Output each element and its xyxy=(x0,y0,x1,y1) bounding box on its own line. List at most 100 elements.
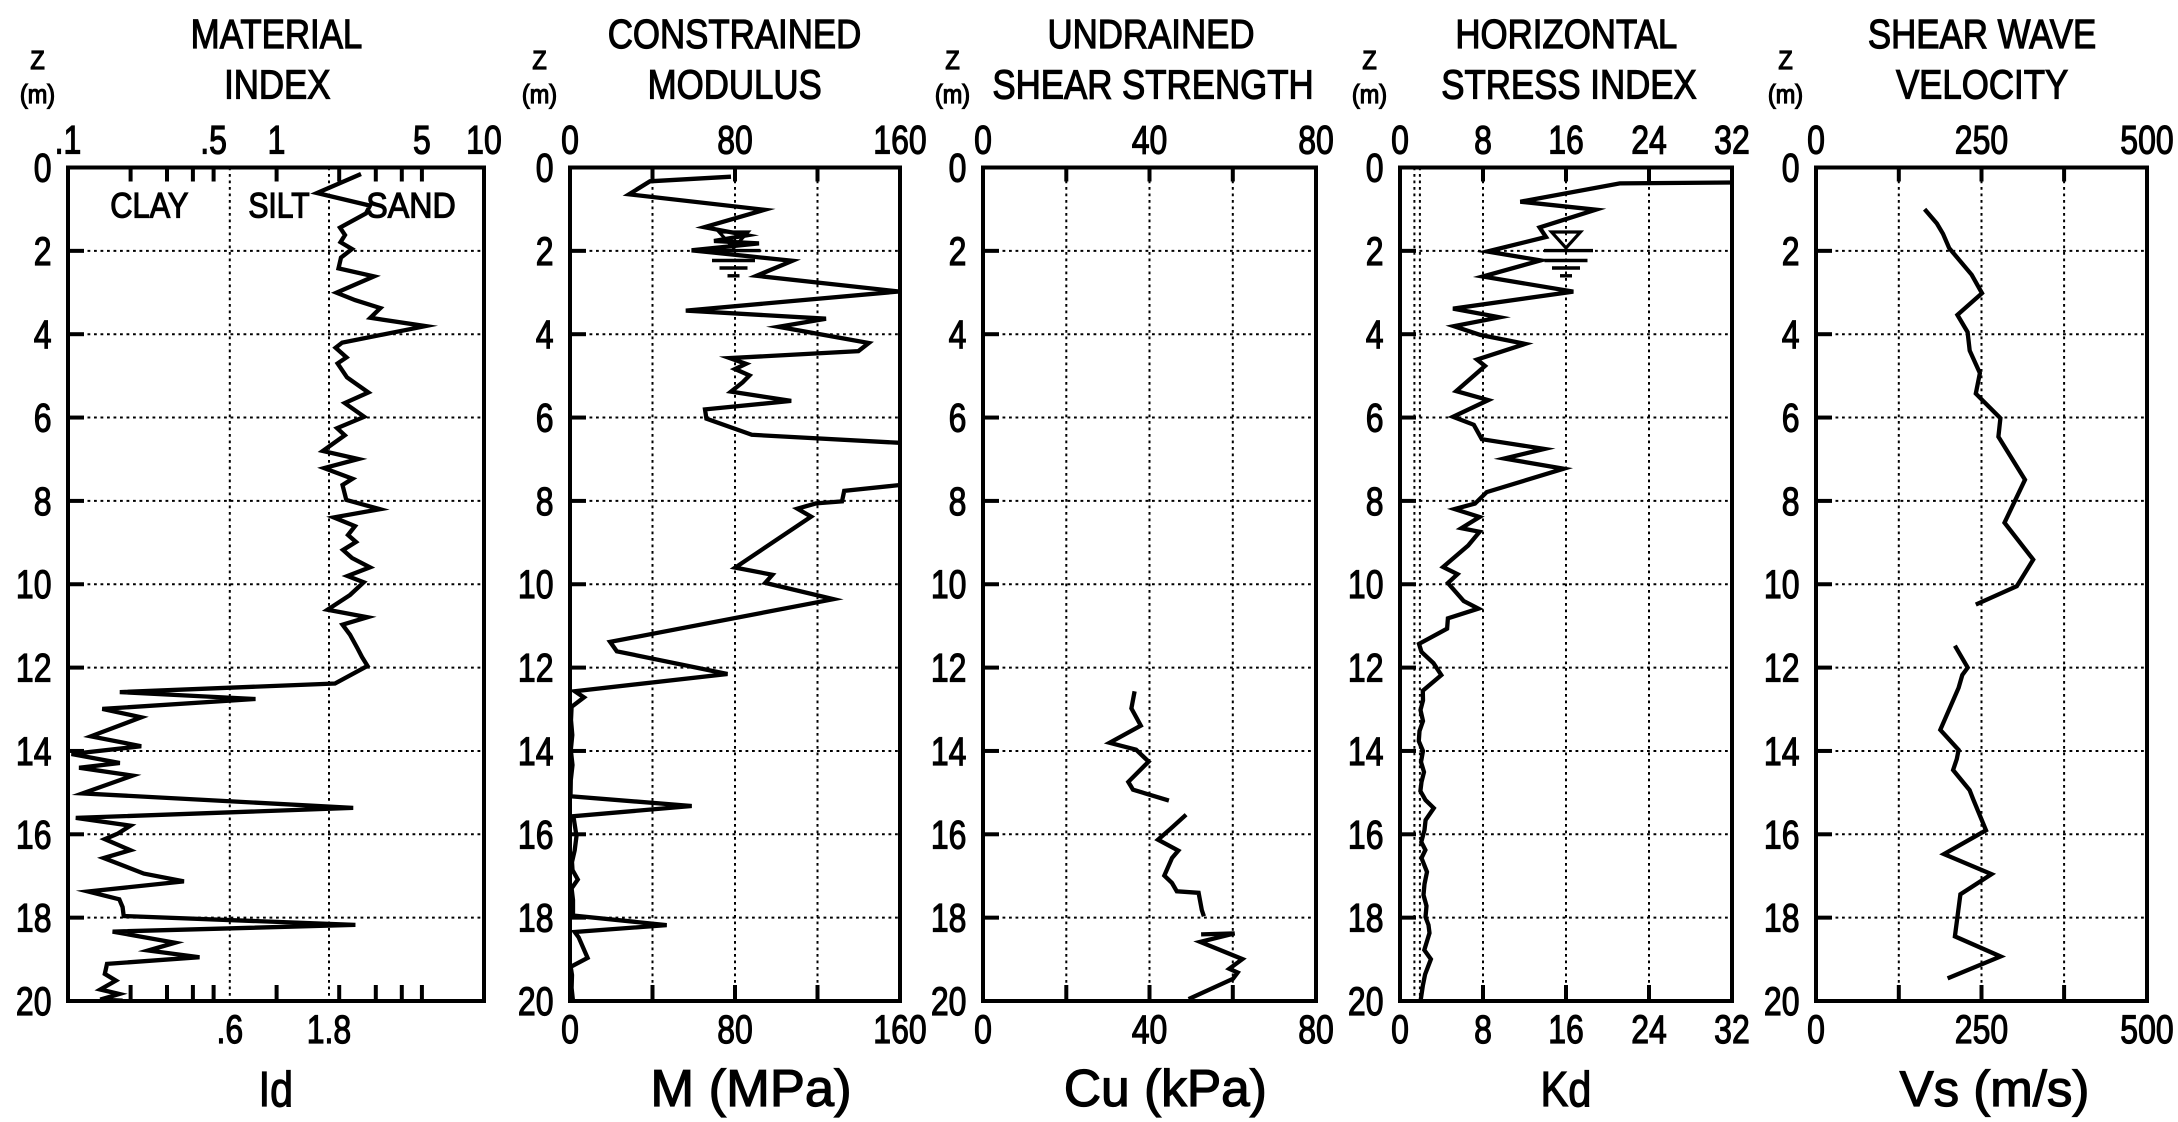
svg-text:SHEAR WAVE: SHEAR WAVE xyxy=(1868,12,2096,57)
svg-text:8: 8 xyxy=(1366,478,1384,523)
svg-text:MATERIAL: MATERIAL xyxy=(191,12,363,57)
svg-text:80: 80 xyxy=(717,1007,753,1052)
svg-text:8: 8 xyxy=(1474,1007,1492,1052)
svg-text:20: 20 xyxy=(1348,979,1384,1024)
svg-text:0: 0 xyxy=(1391,1007,1409,1052)
svg-text:6: 6 xyxy=(949,395,967,440)
svg-text:4: 4 xyxy=(949,312,967,357)
svg-text:500: 500 xyxy=(2120,1007,2173,1052)
svg-text:Id: Id xyxy=(259,1062,293,1117)
svg-text:12: 12 xyxy=(16,645,52,690)
svg-text:250: 250 xyxy=(1955,1007,2008,1052)
svg-text:14: 14 xyxy=(1348,729,1384,774)
svg-text:0: 0 xyxy=(974,1007,992,1052)
svg-text:MODULUS: MODULUS xyxy=(648,63,822,108)
svg-text:18: 18 xyxy=(931,895,967,940)
svg-text:2: 2 xyxy=(34,228,52,273)
svg-text:2: 2 xyxy=(1366,228,1384,273)
svg-text:8: 8 xyxy=(536,478,554,523)
svg-text:0: 0 xyxy=(1391,117,1409,162)
svg-text:20: 20 xyxy=(518,979,554,1024)
svg-text:M (MPa): M (MPa) xyxy=(650,1060,851,1118)
svg-text:Cu (kPa): Cu (kPa) xyxy=(1064,1059,1267,1117)
svg-text:0: 0 xyxy=(1807,1007,1825,1052)
svg-text:160: 160 xyxy=(873,1007,926,1052)
svg-text:10: 10 xyxy=(1764,562,1800,607)
svg-text:20: 20 xyxy=(16,979,52,1024)
svg-text:16: 16 xyxy=(931,812,967,857)
svg-text:0: 0 xyxy=(1366,145,1384,190)
svg-text:VELOCITY: VELOCITY xyxy=(1896,63,2068,108)
svg-text:(m): (m) xyxy=(522,81,557,109)
svg-text:5: 5 xyxy=(413,117,431,162)
svg-text:10: 10 xyxy=(518,562,554,607)
svg-text:0: 0 xyxy=(974,117,992,162)
svg-text:16: 16 xyxy=(16,812,52,857)
svg-text:40: 40 xyxy=(1132,1007,1168,1052)
svg-text:Z: Z xyxy=(945,47,959,75)
svg-text:250: 250 xyxy=(1955,117,2008,162)
svg-text:24: 24 xyxy=(1631,1007,1667,1052)
svg-text:Z: Z xyxy=(1362,47,1376,75)
svg-text:HORIZONTAL: HORIZONTAL xyxy=(1455,12,1677,57)
svg-text:4: 4 xyxy=(34,312,52,357)
svg-text:.5: .5 xyxy=(200,117,227,162)
svg-text:20: 20 xyxy=(931,979,967,1024)
svg-text:Z: Z xyxy=(30,47,44,75)
svg-text:12: 12 xyxy=(1764,645,1800,690)
svg-text:80: 80 xyxy=(717,117,753,162)
svg-text:4: 4 xyxy=(1782,312,1800,357)
svg-text:Vs (m/s): Vs (m/s) xyxy=(1900,1060,2090,1116)
svg-text:0: 0 xyxy=(1807,117,1825,162)
svg-text:(m): (m) xyxy=(1768,81,1803,109)
svg-text:14: 14 xyxy=(931,729,967,774)
svg-text:(m): (m) xyxy=(20,81,55,109)
svg-text:1: 1 xyxy=(268,117,286,162)
svg-text:4: 4 xyxy=(1366,312,1384,357)
svg-text:1.8: 1.8 xyxy=(307,1007,351,1052)
svg-text:18: 18 xyxy=(1764,895,1800,940)
svg-text:8: 8 xyxy=(34,478,52,523)
svg-text:10: 10 xyxy=(931,562,967,607)
svg-text:160: 160 xyxy=(873,117,926,162)
svg-text:.6: .6 xyxy=(216,1007,243,1052)
svg-text:(m): (m) xyxy=(1352,81,1387,109)
svg-text:14: 14 xyxy=(518,729,554,774)
svg-text:16: 16 xyxy=(518,812,554,857)
svg-text:500: 500 xyxy=(2120,117,2173,162)
svg-text:24: 24 xyxy=(1631,117,1667,162)
svg-text:6: 6 xyxy=(536,395,554,440)
svg-text:SAND: SAND xyxy=(366,187,455,226)
svg-text:4: 4 xyxy=(536,312,554,357)
svg-text:CONSTRAINED: CONSTRAINED xyxy=(608,12,862,57)
svg-text:0: 0 xyxy=(949,145,967,190)
svg-text:18: 18 xyxy=(1348,895,1384,940)
svg-text:14: 14 xyxy=(16,729,52,774)
svg-text:6: 6 xyxy=(1782,395,1800,440)
svg-text:0: 0 xyxy=(536,145,554,190)
svg-text:8: 8 xyxy=(1782,478,1800,523)
svg-text:40: 40 xyxy=(1132,117,1168,162)
svg-text:2: 2 xyxy=(536,228,554,273)
svg-text:0: 0 xyxy=(561,1007,579,1052)
svg-text:10: 10 xyxy=(16,562,52,607)
svg-text:80: 80 xyxy=(1298,117,1334,162)
svg-text:10: 10 xyxy=(466,117,502,162)
svg-text:.1: .1 xyxy=(55,117,82,162)
svg-text:18: 18 xyxy=(16,895,52,940)
svg-text:14: 14 xyxy=(1764,729,1800,774)
svg-text:16: 16 xyxy=(1764,812,1800,857)
svg-text:16: 16 xyxy=(1548,1007,1584,1052)
svg-text:0: 0 xyxy=(561,117,579,162)
svg-text:Z: Z xyxy=(532,47,546,75)
svg-text:Z: Z xyxy=(1778,47,1792,75)
svg-text:10: 10 xyxy=(1348,562,1384,607)
svg-text:STRESS INDEX: STRESS INDEX xyxy=(1441,63,1697,108)
svg-text:CLAY: CLAY xyxy=(110,186,188,225)
svg-text:0: 0 xyxy=(34,145,52,190)
svg-text:2: 2 xyxy=(949,228,967,273)
svg-text:12: 12 xyxy=(1348,645,1384,690)
svg-text:12: 12 xyxy=(931,645,967,690)
svg-text:80: 80 xyxy=(1298,1007,1334,1052)
svg-text:8: 8 xyxy=(1474,117,1492,162)
